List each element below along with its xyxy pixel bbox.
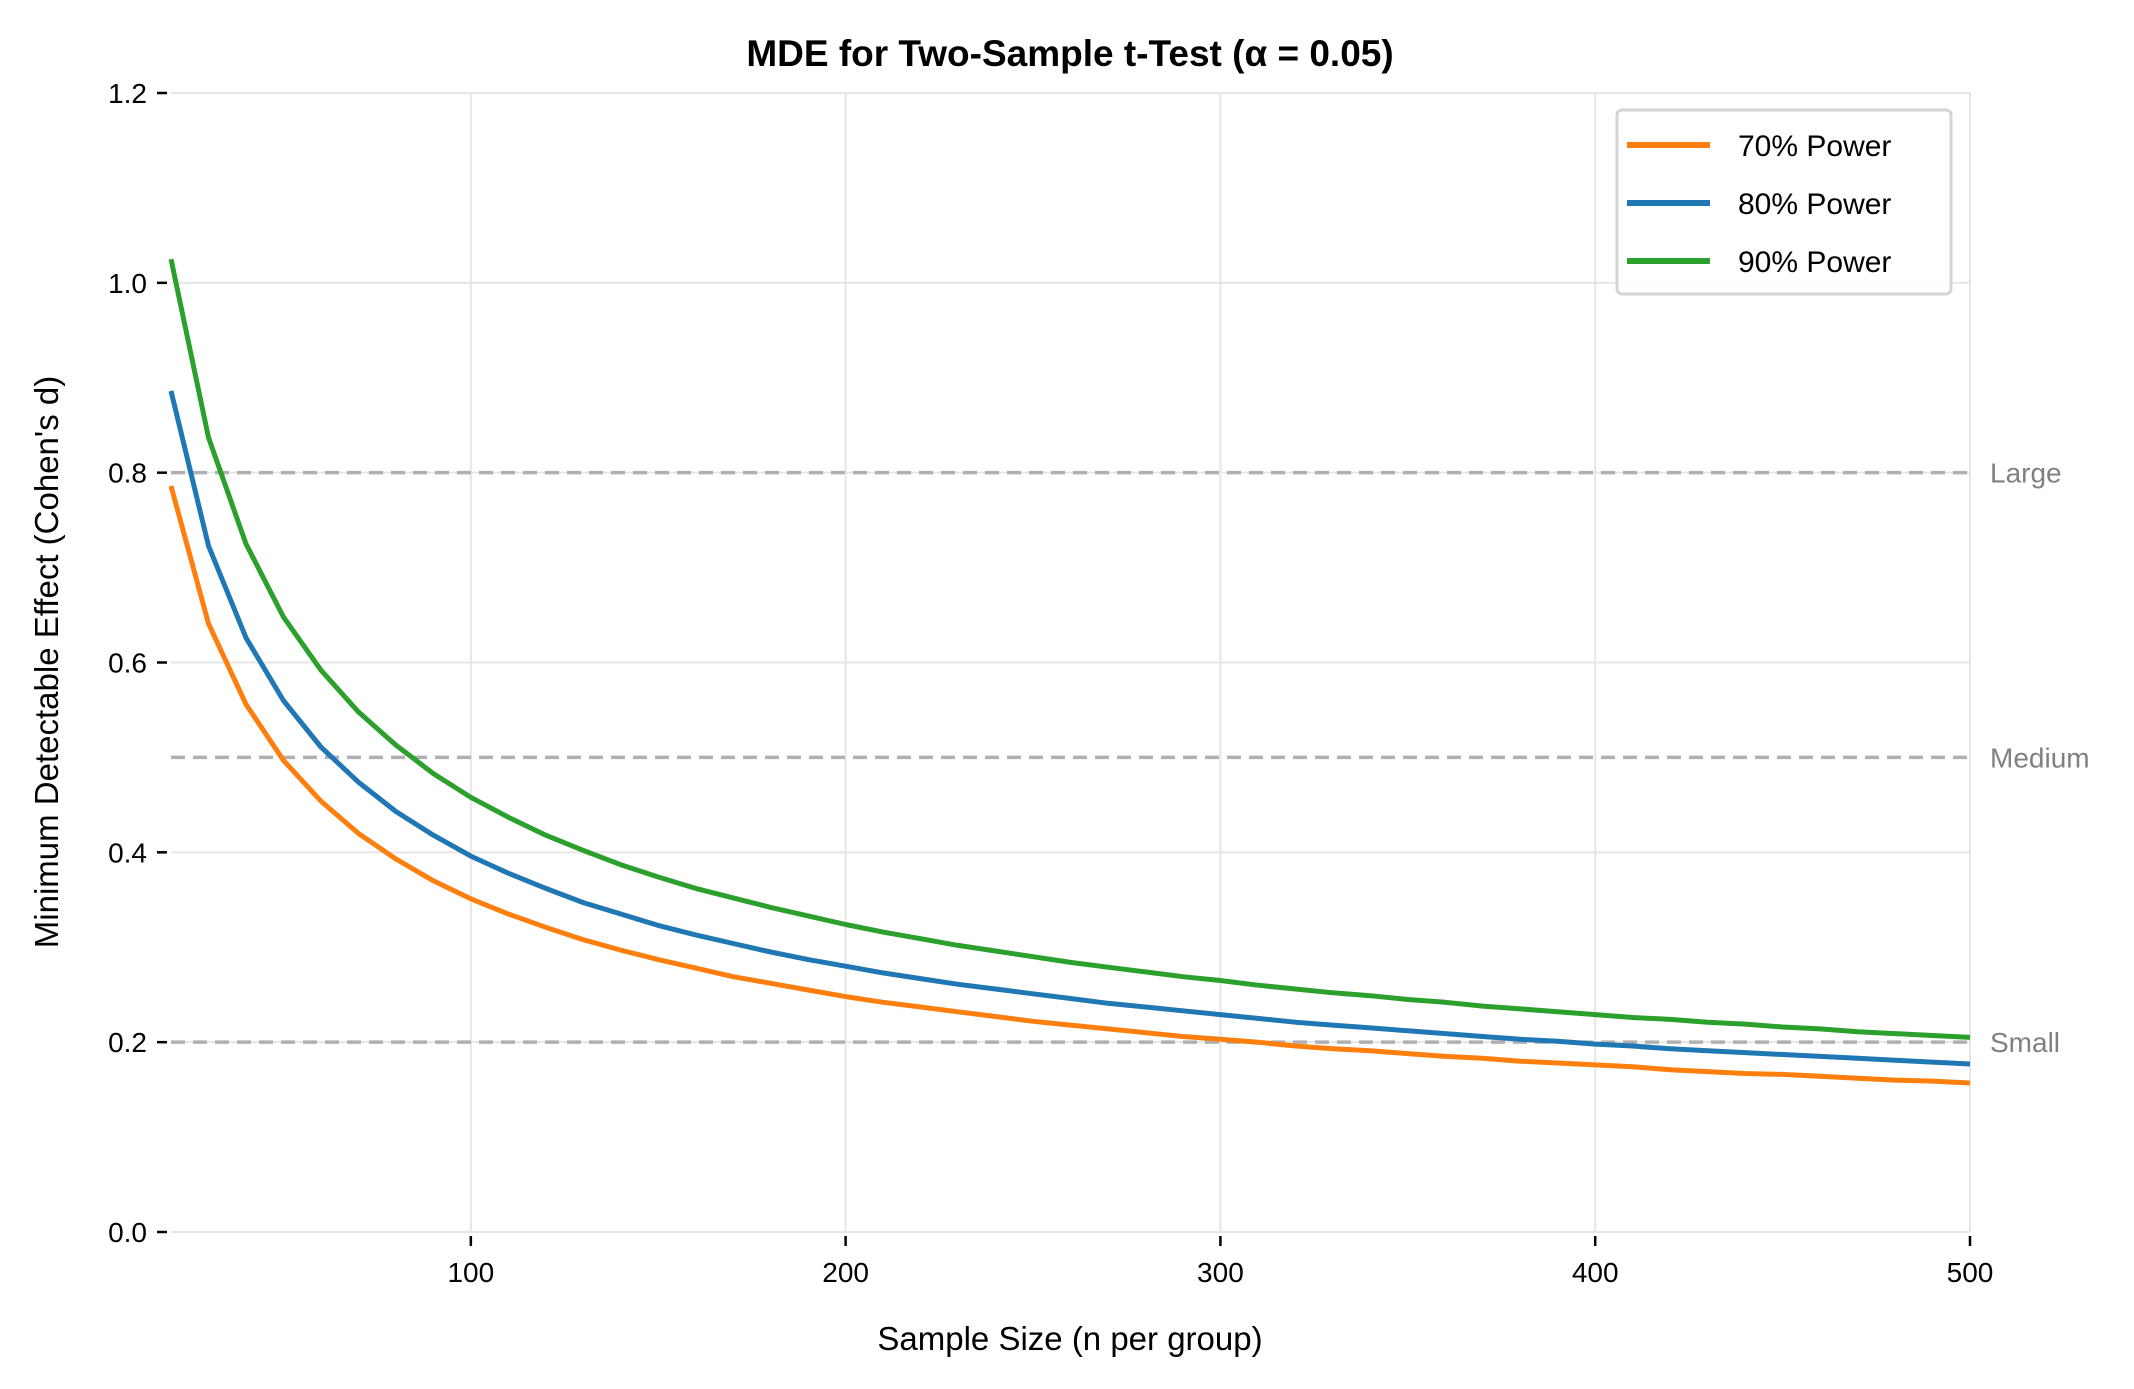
y-tick-label: 1.2 xyxy=(108,78,147,109)
chart-title: MDE for Two-Sample t-Test (α = 0.05) xyxy=(746,33,1393,74)
y-axis-label: Minimum Detectable Effect (Cohen's d) xyxy=(28,376,65,948)
series-line-90-power xyxy=(168,258,1971,1040)
axis-ticks: 0.0 0.2 0.4 0.6 0.8 1.0 1.2 100 200 300 400 500 xyxy=(108,78,1993,1288)
reference-label-large: Large xyxy=(1990,458,2062,489)
x-tick-label: 200 xyxy=(822,1257,869,1288)
x-axis-label: Sample Size (n per group) xyxy=(877,1320,1262,1357)
legend-label-80-power: 80% Power xyxy=(1738,188,1891,221)
x-tick-label: 500 xyxy=(1947,1257,1994,1288)
legend-frame xyxy=(1615,108,1953,296)
x-tick-label: 300 xyxy=(1197,1257,1244,1288)
reference-lines: Large Medium Small xyxy=(171,458,2090,1058)
y-tick-label: 1.0 xyxy=(108,268,147,299)
y-tick-label: 0.0 xyxy=(108,1217,147,1248)
reference-label-small: Small xyxy=(1990,1027,2060,1058)
x-tick-label: 400 xyxy=(1572,1257,1619,1288)
series-line-80-power xyxy=(168,390,1971,1067)
legend: 70% Power 80% Power 90% Power xyxy=(1615,108,1953,296)
series-line-70-power xyxy=(168,485,1971,1086)
y-tick-label: 0.8 xyxy=(108,458,147,489)
y-tick-label: 0.2 xyxy=(108,1027,147,1058)
series-lines xyxy=(168,258,1971,1086)
y-tick-label: 0.4 xyxy=(108,837,147,868)
legend-label-90-power: 90% Power xyxy=(1738,246,1891,279)
legend-label-70-power: 70% Power xyxy=(1738,130,1891,163)
x-tick-label: 100 xyxy=(447,1257,494,1288)
reference-label-medium: Medium xyxy=(1990,742,2090,773)
y-tick-label: 0.6 xyxy=(108,648,147,679)
